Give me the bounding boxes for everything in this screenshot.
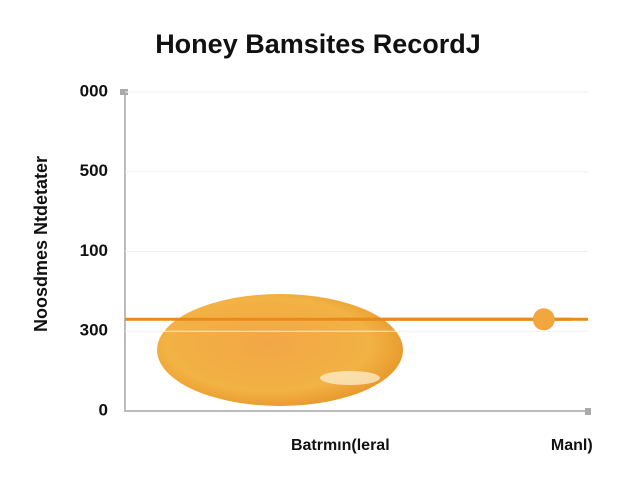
y-tick-label: 500 — [80, 161, 108, 180]
line-marker — [532, 308, 555, 331]
honey-highlight — [320, 371, 380, 385]
axis-cap — [585, 408, 591, 415]
y-tick-label: 300 — [80, 321, 108, 340]
y-tick-label: 0 — [99, 400, 108, 419]
y-axis-label: Noosdmes Ntdetater — [31, 156, 51, 332]
x-tick-label: Batrmın(leral — [291, 437, 390, 454]
chart-title: Honey Bamsites RecordJ — [155, 29, 481, 59]
honey-blob — [157, 294, 403, 406]
axis-cap — [120, 89, 128, 95]
y-tick-label: 100 — [80, 241, 108, 260]
x-tick-label: Manl) — [551, 437, 593, 454]
y-tick-label: 000 — [80, 81, 108, 100]
